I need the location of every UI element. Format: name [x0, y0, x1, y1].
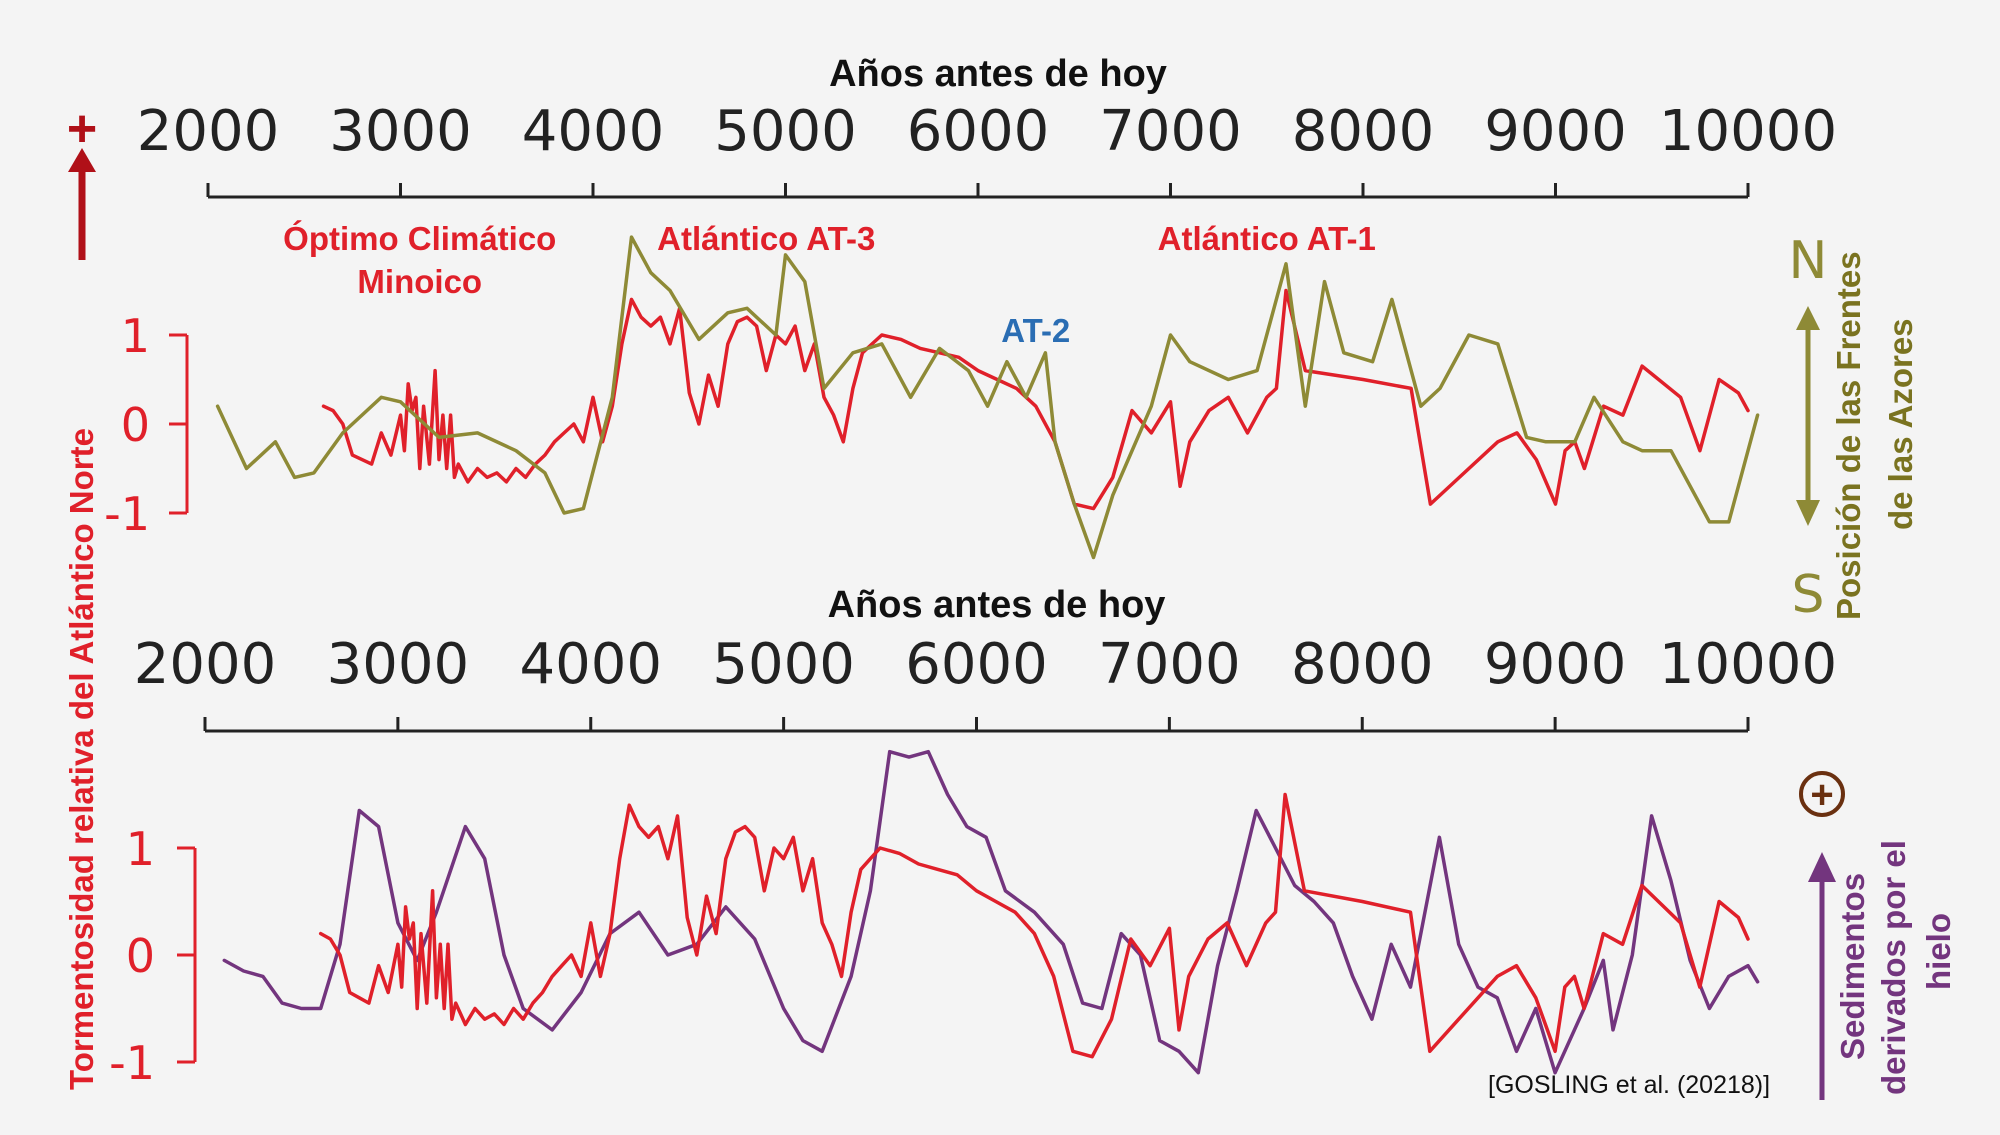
- storminess-axis-title: Tormentosidad relativa del Atlántico Nor…: [63, 428, 100, 1090]
- ice-plus-circle: [1799, 771, 1845, 817]
- x-tick-label: 10000: [1659, 99, 1837, 164]
- x-tick-label: 9000: [1484, 632, 1627, 697]
- x-axis-title: Años antes de hoy: [829, 53, 1167, 95]
- annotation-label-line2: Minoico: [357, 263, 482, 300]
- ice-axis-title-line2: derivados por el: [1875, 840, 1912, 1095]
- x-axis-title: Años antes de hoy: [828, 584, 1166, 626]
- y-tick-label: 1: [121, 309, 150, 363]
- x-tick-label: 10000: [1659, 632, 1837, 697]
- x-tick-label: 3000: [327, 632, 470, 697]
- panel-bottom: Años antes de hoy 2000 3000 4000 5000 6000 700…: [109, 584, 1837, 1090]
- azores-north-label: N: [1789, 231, 1828, 291]
- y-tick-label: -1: [104, 487, 150, 541]
- x-tick-label: 8000: [1292, 99, 1435, 164]
- azores-axis-title-line1: Posición de las Frentes: [1830, 251, 1867, 620]
- x-tick-label: 4000: [522, 99, 665, 164]
- y-tick-label: 0: [121, 398, 150, 452]
- storminess-arrow-head: [68, 148, 96, 172]
- series-line-storminess: [318, 792, 1750, 1059]
- ice-arrow-head: [1808, 852, 1836, 882]
- x-tick-label: 3000: [329, 99, 472, 164]
- azores-south-label: S: [1791, 565, 1824, 625]
- x-tick-label: 6000: [905, 632, 1048, 697]
- ice-axis-title-line3: hielo: [1920, 913, 1957, 990]
- azores-arrow-down: [1796, 500, 1820, 526]
- annotation-label: Atlántico AT-3: [657, 220, 875, 257]
- ice-plus-sign: +: [1810, 773, 1833, 817]
- series-line-ice: [222, 749, 1760, 1075]
- azores-arrow-up: [1796, 306, 1820, 330]
- series-line-storminess: [321, 288, 1750, 511]
- annotation-label: Óptimo Climático: [283, 220, 556, 257]
- series-line-azores: [215, 235, 1760, 560]
- x-tick-label: 6000: [907, 99, 1050, 164]
- x-tick-label: 4000: [519, 632, 662, 697]
- ice-axis-title-line1: Sedimentos: [1834, 873, 1871, 1060]
- x-tick-label: 9000: [1484, 99, 1627, 164]
- x-tick-label: 2000: [134, 632, 277, 697]
- x-tick-label: 7000: [1098, 632, 1241, 697]
- x-tick-label: 8000: [1291, 632, 1434, 697]
- x-tick-label: 7000: [1099, 99, 1242, 164]
- x-tick-label: 2000: [137, 99, 280, 164]
- source-citation: [GOSLING et al. (20218)]: [1488, 1071, 1770, 1099]
- azores-axis-title-line2: de las Azores: [1882, 318, 1919, 530]
- storminess-plus-sign: +: [67, 100, 97, 158]
- y-tick-label: 0: [126, 929, 155, 983]
- x-tick-label: 5000: [712, 632, 855, 697]
- panel-top: Años antes de hoy 2000 3000 4000 5000 6000 700…: [104, 53, 1837, 560]
- y-tick-label: 1: [126, 822, 155, 876]
- annotation-label: AT-2: [1001, 312, 1070, 349]
- annotation-label: Atlántico AT-1: [1158, 220, 1376, 257]
- y-tick-label: -1: [109, 1036, 155, 1090]
- x-tick-label: 5000: [714, 99, 857, 164]
